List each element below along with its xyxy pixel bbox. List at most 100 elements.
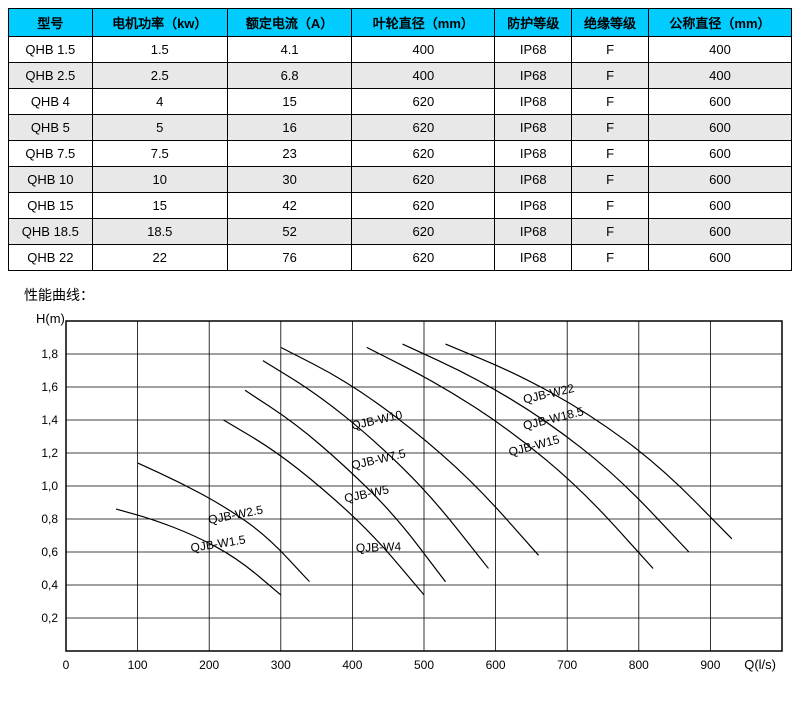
table-cell: QHB 4 bbox=[9, 89, 93, 115]
table-cell: 620 bbox=[352, 141, 495, 167]
table-cell: 22 bbox=[92, 245, 227, 271]
svg-text:0: 0 bbox=[63, 658, 70, 672]
table-cell: 42 bbox=[227, 193, 351, 219]
svg-text:800: 800 bbox=[629, 658, 649, 672]
table-row: QHB 5516620IP68F600 bbox=[9, 115, 792, 141]
svg-text:0,2: 0,2 bbox=[41, 611, 58, 625]
table-cell: 600 bbox=[648, 115, 791, 141]
svg-text:700: 700 bbox=[557, 658, 577, 672]
table-cell: IP68 bbox=[495, 245, 572, 271]
table-cell: 600 bbox=[648, 89, 791, 115]
table-cell: QHB 7.5 bbox=[9, 141, 93, 167]
table-cell: 2.5 bbox=[92, 63, 227, 89]
table-row: QHB 151542620IP68F600 bbox=[9, 193, 792, 219]
table-cell: F bbox=[572, 37, 649, 63]
table-cell: 620 bbox=[352, 115, 495, 141]
table-cell: 4.1 bbox=[227, 37, 351, 63]
table-cell: 10 bbox=[92, 167, 227, 193]
svg-text:0,6: 0,6 bbox=[41, 545, 58, 559]
table-cell: 52 bbox=[227, 219, 351, 245]
col-header: 绝缘等级 bbox=[572, 9, 649, 37]
table-row: QHB 2.52.56.8400IP68F400 bbox=[9, 63, 792, 89]
table-cell: 600 bbox=[648, 167, 791, 193]
table-cell: 400 bbox=[648, 63, 791, 89]
svg-text:1,2: 1,2 bbox=[41, 446, 58, 460]
col-header: 型号 bbox=[9, 9, 93, 37]
table-cell: 620 bbox=[352, 193, 495, 219]
table-cell: 15 bbox=[92, 193, 227, 219]
svg-text:0,4: 0,4 bbox=[41, 578, 58, 592]
table-cell: IP68 bbox=[495, 167, 572, 193]
table-cell: IP68 bbox=[495, 37, 572, 63]
table-cell: F bbox=[572, 167, 649, 193]
table-cell: F bbox=[572, 141, 649, 167]
table-cell: 620 bbox=[352, 89, 495, 115]
table-cell: F bbox=[572, 89, 649, 115]
table-row: QHB 222276620IP68F600 bbox=[9, 245, 792, 271]
table-cell: 18.5 bbox=[92, 219, 227, 245]
table-cell: 30 bbox=[227, 167, 351, 193]
table-cell: 6.8 bbox=[227, 63, 351, 89]
table-cell: QHB 5 bbox=[9, 115, 93, 141]
svg-text:QJB-W1.5: QJB-W1.5 bbox=[190, 532, 247, 555]
svg-text:1,0: 1,0 bbox=[41, 479, 58, 493]
table-cell: 16 bbox=[227, 115, 351, 141]
svg-text:H(m): H(m) bbox=[36, 311, 65, 326]
svg-text:600: 600 bbox=[486, 658, 506, 672]
svg-text:QJB-W2.5: QJB-W2.5 bbox=[207, 503, 264, 527]
svg-text:500: 500 bbox=[414, 658, 434, 672]
table-cell: IP68 bbox=[495, 141, 572, 167]
table-cell: 4 bbox=[92, 89, 227, 115]
table-row: QHB 4415620IP68F600 bbox=[9, 89, 792, 115]
table-cell: 7.5 bbox=[92, 141, 227, 167]
table-cell: 600 bbox=[648, 193, 791, 219]
table-cell: IP68 bbox=[495, 219, 572, 245]
table-cell: QHB 1.5 bbox=[9, 37, 93, 63]
table-cell: QHB 15 bbox=[9, 193, 93, 219]
table-cell: F bbox=[572, 193, 649, 219]
table-cell: 15 bbox=[227, 89, 351, 115]
svg-text:1,6: 1,6 bbox=[41, 380, 58, 394]
table-cell: IP68 bbox=[495, 89, 572, 115]
svg-text:QJB-W7.5: QJB-W7.5 bbox=[350, 446, 407, 472]
table-cell: F bbox=[572, 63, 649, 89]
svg-text:QJB-W4: QJB-W4 bbox=[356, 539, 402, 555]
svg-text:QJB-W10: QJB-W10 bbox=[350, 407, 404, 432]
table-cell: QHB 2.5 bbox=[9, 63, 93, 89]
spec-table: 型号电机功率（kw）额定电流（A）叶轮直径（mm）防护等级绝缘等级公称直径（mm… bbox=[8, 8, 792, 271]
table-cell: 600 bbox=[648, 141, 791, 167]
table-cell: 5 bbox=[92, 115, 227, 141]
col-header: 叶轮直径（mm） bbox=[352, 9, 495, 37]
table-cell: 23 bbox=[227, 141, 351, 167]
chart-caption: 性能曲线： bbox=[24, 285, 792, 305]
col-header: 额定电流（A） bbox=[227, 9, 351, 37]
performance-chart: 0,20,40,60,81,01,21,41,61,80100200300400… bbox=[8, 311, 792, 691]
table-cell: 400 bbox=[352, 37, 495, 63]
table-cell: 76 bbox=[227, 245, 351, 271]
table-cell: 600 bbox=[648, 219, 791, 245]
table-cell: 400 bbox=[648, 37, 791, 63]
table-cell: F bbox=[572, 245, 649, 271]
table-cell: 600 bbox=[648, 245, 791, 271]
table-cell: IP68 bbox=[495, 115, 572, 141]
svg-text:Q(l/s): Q(l/s) bbox=[744, 657, 776, 672]
svg-text:QJB-W18.5: QJB-W18.5 bbox=[522, 404, 586, 433]
table-row: QHB 7.57.523620IP68F600 bbox=[9, 141, 792, 167]
svg-text:1,8: 1,8 bbox=[41, 347, 58, 361]
svg-text:300: 300 bbox=[271, 658, 291, 672]
svg-text:0,8: 0,8 bbox=[41, 512, 58, 526]
col-header: 防护等级 bbox=[495, 9, 572, 37]
table-cell: IP68 bbox=[495, 63, 572, 89]
table-cell: 620 bbox=[352, 219, 495, 245]
table-row: QHB 1.51.54.1400IP68F400 bbox=[9, 37, 792, 63]
table-cell: QHB 18.5 bbox=[9, 219, 93, 245]
svg-text:400: 400 bbox=[342, 658, 362, 672]
table-cell: F bbox=[572, 115, 649, 141]
table-cell: 620 bbox=[352, 245, 495, 271]
table-cell: IP68 bbox=[495, 193, 572, 219]
table-row: QHB 18.518.552620IP68F600 bbox=[9, 219, 792, 245]
table-row: QHB 101030620IP68F600 bbox=[9, 167, 792, 193]
svg-text:1,4: 1,4 bbox=[41, 413, 58, 427]
svg-text:200: 200 bbox=[199, 658, 219, 672]
svg-text:900: 900 bbox=[700, 658, 720, 672]
